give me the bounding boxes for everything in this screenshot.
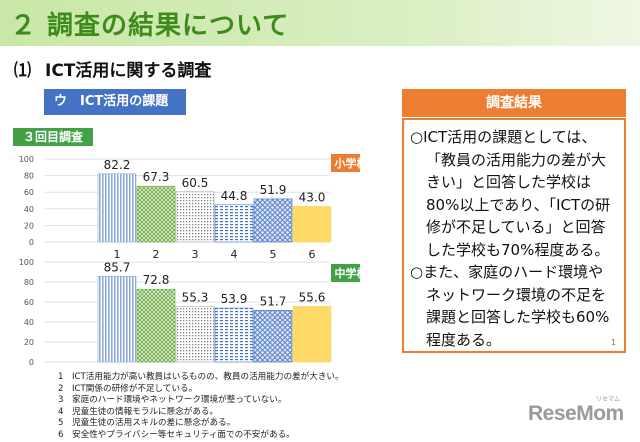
bar-3 <box>175 191 215 243</box>
resemom-logo: ReseMom <box>528 402 624 425</box>
note-item: 5 児童生徒の活用スキルの差に懸念がある。 <box>58 418 236 429</box>
y-tick-label: 60 <box>24 188 34 197</box>
school-badge-label: 中学校 <box>335 266 361 280</box>
data-label: 51.7 <box>260 294 287 308</box>
x-tick-label: 4 <box>231 248 238 261</box>
x-tick-label: 1 <box>114 368 121 370</box>
y-tick-label: 0 <box>29 358 34 367</box>
page-title: ２ 調査の結果について <box>10 11 290 41</box>
x-tick-label: 3 <box>192 368 199 370</box>
y-tick-label: 40 <box>24 205 34 214</box>
x-tick-label: 2 <box>153 248 160 261</box>
page-number: 1 <box>611 338 617 347</box>
data-label: 82.2 <box>104 158 131 172</box>
note-item: 1 ICT活用能力が高い教員はいるものの、教員の活用能力の差が大きい。 <box>58 372 344 382</box>
y-tick-label: 20 <box>24 221 34 230</box>
x-tick-label: 5 <box>270 248 277 261</box>
bar-3 <box>175 306 215 363</box>
data-label: 43.0 <box>299 190 326 204</box>
x-tick-label: 6 <box>309 368 316 370</box>
school-badge <box>331 264 360 282</box>
bar-6 <box>292 306 332 363</box>
x-tick-label: 5 <box>270 368 277 370</box>
round-label: ３回目調査 <box>13 128 93 146</box>
school-badge <box>331 154 360 172</box>
data-label: 72.8 <box>143 273 170 287</box>
y-tick-label: 0 <box>29 238 34 247</box>
data-label: 55.3 <box>182 291 209 305</box>
y-tick-label: 80 <box>24 172 34 181</box>
results-heading: 調査結果 <box>402 89 626 117</box>
data-label: 44.8 <box>221 189 248 203</box>
results-box: ○ICT活用の課題としては、「教員の活用能力の差が大きい」と回答した学校は80%… <box>402 118 626 353</box>
note-item: 6 安全性やプライバシー等セキュリティ面での不安がある。 <box>58 429 295 440</box>
x-tick-label: 1 <box>114 248 121 261</box>
y-tick-label: 100 <box>19 258 34 267</box>
y-tick-label: 80 <box>24 278 34 287</box>
results-paragraph-1: ○ICT活用の課題としては、「教員の活用能力の差が大きい」と回答した学校は80%… <box>410 128 611 259</box>
x-tick-label: 4 <box>231 368 238 370</box>
title-bar: ２ 調査の結果について <box>0 0 640 46</box>
bar-charts: 020406080100小学校82.2167.3260.5344.8451.95… <box>19 154 361 370</box>
data-label: 67.3 <box>143 170 170 184</box>
x-tick-label: 6 <box>309 248 316 261</box>
data-label: 51.9 <box>260 183 287 197</box>
bar-1 <box>97 276 137 363</box>
data-label: 60.5 <box>182 176 209 190</box>
y-tick-label: 40 <box>24 318 34 327</box>
bar-4 <box>214 204 254 243</box>
y-tick-label: 60 <box>24 298 34 307</box>
section-title: ICT活用に関する調査 <box>45 61 212 81</box>
bar-2 <box>136 185 176 243</box>
data-label: 55.6 <box>299 290 326 304</box>
bar-5 <box>253 310 293 363</box>
x-tick-label: 2 <box>153 368 160 370</box>
y-tick-label: 100 <box>19 155 34 164</box>
section-heading: ⑴ ICT活用に関する調査 <box>14 56 211 81</box>
note-item: 4 児童生徒の情報モラルに懸念がある。 <box>58 406 219 417</box>
data-label: 53.9 <box>221 292 248 306</box>
results-paragraph-2: ○また、家庭のハード環境やネットワーク環境の不足を課題と回答した学校も60%程度… <box>410 263 610 349</box>
bar-1 <box>97 173 137 243</box>
legend-notes: 1 ICT活用能力が高い教員はいるものの、教員の活用能力の差が大きい。 2 ICT関… <box>58 372 344 442</box>
school-badge-label: 小学校 <box>334 156 361 170</box>
resemom-logo-kana: リセマム <box>596 396 621 403</box>
data-label: 85.7 <box>104 260 131 274</box>
note-item: 3 家庭のハード環境やネットワーク環境が整っていない。 <box>58 395 287 406</box>
y-tick-label: 20 <box>24 338 34 347</box>
bar-5 <box>253 198 293 243</box>
bar-4 <box>214 307 254 363</box>
topic-label: ウ ICT活用の課題 <box>44 89 186 115</box>
note-item: 2 ICT関係の研修が不足している。 <box>58 383 198 394</box>
bar-6 <box>292 206 332 243</box>
section-number: ⑴ <box>14 61 31 81</box>
bar-2 <box>136 288 176 363</box>
x-tick-label: 3 <box>192 248 199 261</box>
